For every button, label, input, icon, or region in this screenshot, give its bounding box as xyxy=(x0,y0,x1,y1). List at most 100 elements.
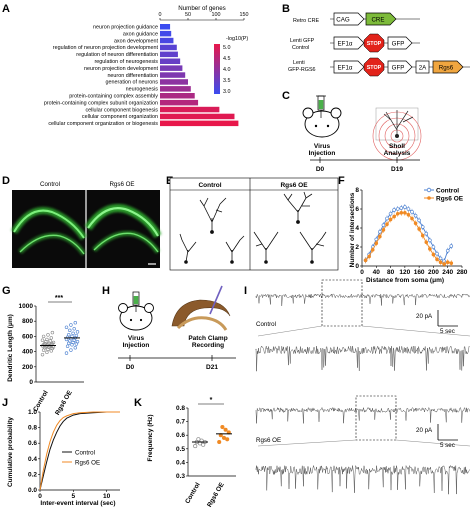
panel-f-point xyxy=(424,240,429,245)
panel-a-bar xyxy=(160,44,177,51)
2a-label: 2A xyxy=(419,65,427,72)
panel-letter-d: D xyxy=(2,175,10,187)
panel-f-point xyxy=(378,234,382,239)
panel-f-point xyxy=(406,212,411,217)
scale-sec-rgs6: 5 sec xyxy=(440,442,455,449)
panel-j-series-line xyxy=(39,411,120,491)
panel-g-point xyxy=(65,344,70,348)
panel-e-tracings: Control Rgs6 OE xyxy=(169,177,339,271)
panel-i-trace-control-zoom xyxy=(255,345,470,372)
panel-f-point xyxy=(392,208,396,212)
gfp-label-rgs6: GFP xyxy=(392,65,405,72)
panel-d-image-control xyxy=(10,207,87,256)
panel-f-x-tick-label: 160 xyxy=(414,269,425,276)
virus-injection-label: Virus Injection xyxy=(309,143,336,157)
panel-f-point xyxy=(428,238,432,243)
panel-f-point xyxy=(385,216,389,221)
panel-b-constructs: Retro CRE CAG CRE Lenti GFP Control EF1α … xyxy=(288,12,470,77)
panel-g-x-rgs6: Rgs6 OE xyxy=(54,389,74,417)
rgs6-label: Rgs6 xyxy=(439,65,454,72)
panel-f-x-tick-label: 40 xyxy=(373,269,381,276)
panel-g-point xyxy=(72,327,76,331)
panel-a-bar xyxy=(160,120,239,127)
panel-g-point xyxy=(40,352,45,357)
panel-k-y-tick-label: 0.8 xyxy=(176,405,185,412)
panel-a-x-tick-label: 0 xyxy=(159,12,162,18)
panel-h-patch-clamp-label: Patch Clamp Recording xyxy=(188,335,227,349)
panel-f-point xyxy=(363,258,368,263)
panel-k-y-tick-label: 0.7 xyxy=(176,419,185,426)
panel-k-point xyxy=(193,444,198,449)
scale-sec-control: 5 sec xyxy=(440,328,455,335)
panel-g-point xyxy=(75,330,80,334)
panel-f-legend-control: Control xyxy=(436,188,459,195)
panel-a-category-label: neurogenesis xyxy=(126,87,159,93)
panel-k-point xyxy=(221,435,227,440)
panel-f-point xyxy=(388,211,393,216)
panel-g-point xyxy=(70,334,74,339)
panel-a-x-tick-label: 50 xyxy=(185,12,191,18)
timeline-h-d21: D21 xyxy=(206,364,218,371)
panel-f-point xyxy=(431,245,436,249)
gfp-label-control: GFP xyxy=(392,41,405,48)
panel-j-y-tick-label: 0.2 xyxy=(28,471,37,478)
zoom-box-control xyxy=(321,279,363,327)
sholl-analysis-icon xyxy=(372,107,422,161)
panel-a-colorbar xyxy=(214,44,220,94)
panel-i-traces: Control Rgs6 OE 20 pA 5 sec 20 pA 5 sec xyxy=(255,279,471,495)
panel-k-point xyxy=(217,439,222,445)
panel-f-point xyxy=(374,241,379,245)
panel-letter-c: C xyxy=(282,90,290,102)
panel-f-point xyxy=(395,207,400,211)
panel-k-x-rgs6: Rgs6 OE xyxy=(206,481,226,509)
scale-pa-control: 20 pA xyxy=(416,313,433,320)
panel-d-label-control: Control xyxy=(40,181,60,188)
panel-d-image-rgs6 xyxy=(84,204,162,254)
panel-g-point xyxy=(45,350,49,355)
panel-a-bar xyxy=(160,99,199,106)
panel-g-y-tick-label: 800 xyxy=(22,318,33,325)
panel-h-virus-injection-label: Virus Injection xyxy=(123,335,150,349)
timeline-c-d0: D0 xyxy=(316,166,325,173)
panel-g-point xyxy=(64,351,69,355)
panel-f-x-tick-label: 200 xyxy=(428,269,439,276)
panel-f-point xyxy=(370,248,375,252)
panel-f-legend: Control Rgs6 OE xyxy=(424,188,464,203)
cre-box xyxy=(365,12,397,26)
panel-f-point xyxy=(403,211,407,215)
panel-a-colorbar-tick: 4.0 xyxy=(223,67,231,73)
panel-g-y-tick-label: 600 xyxy=(22,333,33,340)
panel-f-point xyxy=(420,233,425,238)
panel-f-point xyxy=(381,228,386,232)
syringe-icon xyxy=(316,95,326,118)
timeline-c-d19: D19 xyxy=(391,166,403,173)
panel-f-point xyxy=(435,251,439,256)
panel-f-point xyxy=(410,216,414,221)
panel-k-significance: * xyxy=(210,397,213,404)
panel-i-trace-rgs6 xyxy=(255,406,470,424)
ef1a-label-control: EF1α xyxy=(338,41,353,48)
panel-j-y-label: Cumulative probability xyxy=(7,417,14,487)
panel-a-x-tick-label: 100 xyxy=(212,12,221,18)
construct-label-lenti-gfp-rgs6: Lenti GFP-RGS6 xyxy=(288,60,316,73)
hippocampus-slice-icon xyxy=(171,285,231,331)
panel-a-bar xyxy=(160,93,195,99)
panel-f-point xyxy=(388,217,393,222)
panel-d-fluorescence: Control Rgs6 OE xyxy=(10,181,162,268)
panel-j-legend: Control Rgs6 OE xyxy=(62,450,100,467)
panel-a-bar xyxy=(160,58,181,64)
panel-f-point xyxy=(438,260,443,265)
patch-pipette-icon xyxy=(209,285,223,315)
cag-label: CAG xyxy=(336,17,350,24)
panel-i-trace-rgs6-zoom xyxy=(255,464,470,495)
panel-f-point xyxy=(413,213,418,218)
panel-k-point xyxy=(223,427,228,432)
panel-f-x-label: Distance from soma (μm) xyxy=(366,277,444,284)
panel-g-point xyxy=(51,340,56,345)
panel-f-point xyxy=(413,221,418,226)
panel-f-series-line xyxy=(365,212,452,265)
panel-j-legend-rgs6: Rgs6 OE xyxy=(75,460,100,467)
panel-f-point xyxy=(428,247,432,251)
